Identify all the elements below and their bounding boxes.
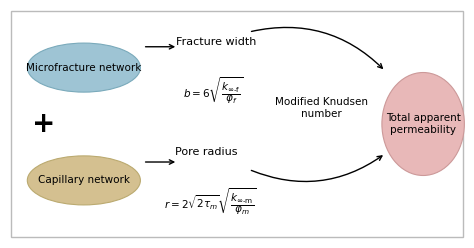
Text: $b = 6\sqrt{\dfrac{k_{\infty\text{-f}}}{\varphi_f}}$: $b = 6\sqrt{\dfrac{k_{\infty\text{-f}}}{… xyxy=(183,75,243,106)
Text: Modified Knudsen
number: Modified Knudsen number xyxy=(275,97,368,119)
Ellipse shape xyxy=(27,156,140,205)
Ellipse shape xyxy=(382,72,465,176)
Text: $r = 2\sqrt{2\tau_m}\sqrt{\dfrac{k_{\infty\text{-m}}}{\varphi_m}}$: $r = 2\sqrt{2\tau_m}\sqrt{\dfrac{k_{\inf… xyxy=(164,186,257,217)
FancyArrowPatch shape xyxy=(251,156,382,182)
Ellipse shape xyxy=(27,43,140,92)
Text: Pore radius: Pore radius xyxy=(175,147,237,157)
Text: +: + xyxy=(32,110,55,138)
FancyArrowPatch shape xyxy=(252,28,383,68)
Text: Capillary network: Capillary network xyxy=(38,175,130,186)
Text: Total apparent
permeability: Total apparent permeability xyxy=(386,113,461,135)
Text: Fracture width: Fracture width xyxy=(175,37,256,47)
FancyBboxPatch shape xyxy=(11,11,463,237)
Text: Microfracture network: Microfracture network xyxy=(26,62,142,73)
